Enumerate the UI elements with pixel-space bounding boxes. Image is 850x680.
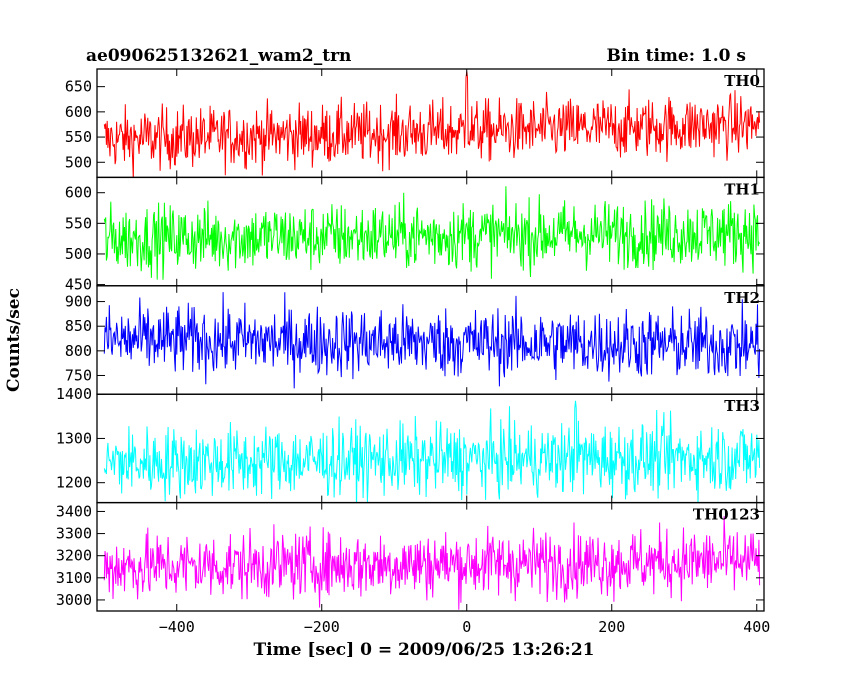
panel-label-th0: TH0 xyxy=(724,72,760,90)
y-tick-label: 800 xyxy=(65,342,92,360)
x-tick-label: −200 xyxy=(304,618,340,636)
panel-th2: 750 800 850 900 TH2 xyxy=(65,285,765,395)
panel-label-th1: TH1 xyxy=(724,180,760,198)
x-tick-label: 400 xyxy=(743,618,770,636)
x-axis: −400 −200 0 200 400 xyxy=(159,618,771,636)
y-tick-label: 3000 xyxy=(56,591,92,609)
x-tick-label: −400 xyxy=(159,618,195,636)
y-tick-label: 600 xyxy=(65,184,92,202)
panel-th1: 450 500 550 600 TH1 xyxy=(65,176,765,294)
panel-frame xyxy=(96,501,765,612)
y-tick-label: 600 xyxy=(65,103,92,121)
y-tick-label: 3300 xyxy=(56,525,92,543)
y-tick-label: 1200 xyxy=(56,474,92,492)
x-tick-label: 200 xyxy=(598,618,625,636)
bin-time-label: Bin time: 1.0 s xyxy=(607,46,746,66)
panel-label-th0123: TH0123 xyxy=(693,506,760,524)
y-tick-label: 3400 xyxy=(56,502,92,520)
y-tick-label: 850 xyxy=(65,317,92,335)
y-tick-label: 650 xyxy=(65,78,92,96)
y-tick-label: 500 xyxy=(65,153,92,171)
panel-label-th3: TH3 xyxy=(724,397,760,415)
x-axis-label: Time [sec] 0 = 2009/06/25 13:26:21 xyxy=(254,640,595,660)
panels-group: 500 550 600 650 TH0 450 500 550 600 TH1 750 800 850 9… xyxy=(56,68,765,612)
y-tick-label: 550 xyxy=(65,128,92,146)
y-tick-label: 1300 xyxy=(56,429,92,447)
x-tick-label: 0 xyxy=(462,618,471,636)
y-tick-label: 3100 xyxy=(56,569,92,587)
object-title: ae090625132621_wam2_trn xyxy=(86,46,351,66)
series-line-th0 xyxy=(103,71,761,178)
y-axis-label: Counts/sec xyxy=(4,288,24,392)
series-line-th1 xyxy=(103,186,761,280)
panel-th3: 1200 1300 1400 TH3 xyxy=(56,385,765,504)
y-tick-label: 550 xyxy=(65,214,92,232)
panel-th0123: 3000 3100 3200 3300 3400 TH0123 xyxy=(56,501,765,612)
panel-label-th2: TH2 xyxy=(724,289,760,307)
y-tick-label: 900 xyxy=(65,293,92,311)
series-line-th0123 xyxy=(103,516,761,610)
series-line-th3 xyxy=(103,400,761,503)
y-tick-label: 1400 xyxy=(56,385,92,403)
y-tick-label: 500 xyxy=(65,245,92,263)
y-tick-label: 450 xyxy=(65,276,92,294)
y-tick-label: 3200 xyxy=(56,547,92,565)
panel-th0: 500 550 600 650 TH0 xyxy=(65,68,765,179)
y-tick-label: 750 xyxy=(65,366,92,384)
series-line-th2 xyxy=(103,292,761,389)
